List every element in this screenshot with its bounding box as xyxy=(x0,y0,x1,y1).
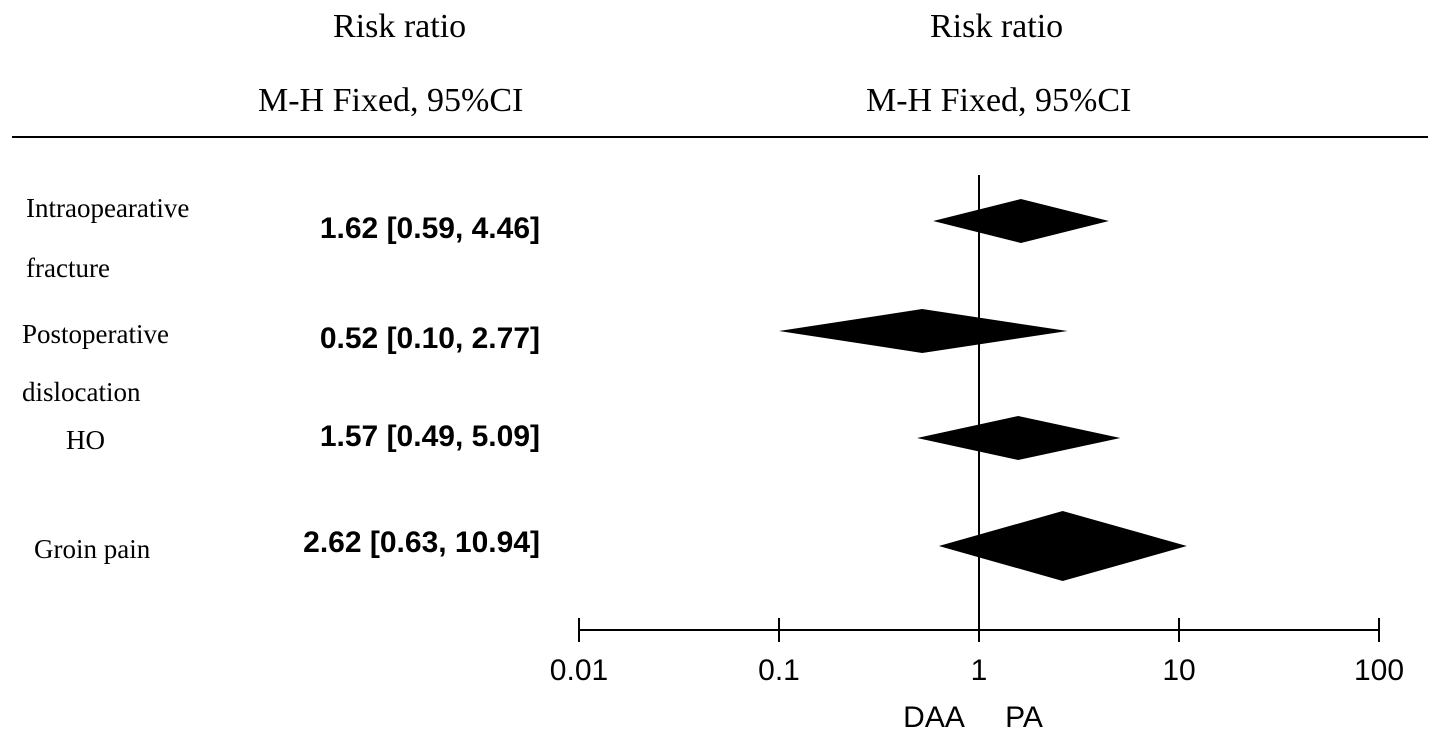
row-label-postoperative-dislocation: Postoperative dislocation xyxy=(22,319,169,407)
row-label-intraoperative-fracture: Intraopearative fracture xyxy=(26,193,190,283)
row-estimate-intraoperative-fracture: 1.62 [0.59, 4.46] xyxy=(319,212,540,245)
row-label-groin-pain: Groin pain xyxy=(34,534,151,564)
diamond-marker xyxy=(933,199,1109,243)
diamond-marker xyxy=(779,309,1068,353)
x-label-pa: PA xyxy=(1005,701,1043,734)
x-tick-label: 0.1 xyxy=(758,654,800,687)
diamond-marker xyxy=(917,416,1121,460)
x-tick-label: 100 xyxy=(1354,654,1404,687)
x-tick-label: 1 xyxy=(971,654,988,687)
right-header-title: Risk ratio xyxy=(930,8,1064,45)
x-label-daa: DAA xyxy=(903,701,965,734)
x-tick-label: 0.01 xyxy=(550,654,608,687)
left-header-subtitle: M-H Fixed, 95%CI xyxy=(258,82,524,119)
row-label-ho: HO xyxy=(66,425,105,455)
row-estimate-groin-pain: 2.62 [0.63, 10.94] xyxy=(303,526,540,559)
x-tick-label: 10 xyxy=(1162,654,1195,687)
left-header-title: Risk ratio xyxy=(333,8,467,45)
diamond-marker xyxy=(938,511,1187,581)
right-header-subtitle: M-H Fixed, 95%CI xyxy=(866,82,1132,119)
row-estimate-ho: 1.57 [0.49, 5.09] xyxy=(319,420,540,453)
row-estimate-postoperative-dislocation: 0.52 [0.10, 2.77] xyxy=(319,322,540,355)
